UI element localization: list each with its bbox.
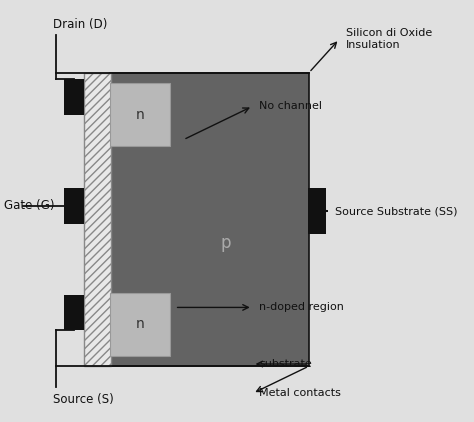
Bar — [84, 73, 110, 366]
Text: n-doped region: n-doped region — [259, 303, 344, 312]
Text: n: n — [136, 317, 145, 331]
Text: No channel: No channel — [259, 101, 322, 111]
Text: substrate: substrate — [259, 359, 312, 369]
Text: Gate (G): Gate (G) — [3, 199, 54, 212]
Bar — [64, 188, 84, 224]
Bar — [308, 188, 326, 234]
Bar — [64, 295, 84, 330]
Text: n: n — [136, 108, 145, 122]
Bar — [109, 83, 170, 146]
Bar — [64, 79, 84, 115]
Bar — [109, 293, 170, 356]
Text: Silicon di Oxide
Insulation: Silicon di Oxide Insulation — [346, 28, 432, 50]
Text: Source Substrate (SS): Source Substrate (SS) — [335, 206, 457, 216]
Text: Drain (D): Drain (D) — [54, 18, 108, 31]
Text: Metal contacts: Metal contacts — [259, 388, 341, 398]
Text: Source (S): Source (S) — [54, 393, 114, 406]
Text: p: p — [220, 234, 230, 252]
Bar — [109, 73, 309, 366]
